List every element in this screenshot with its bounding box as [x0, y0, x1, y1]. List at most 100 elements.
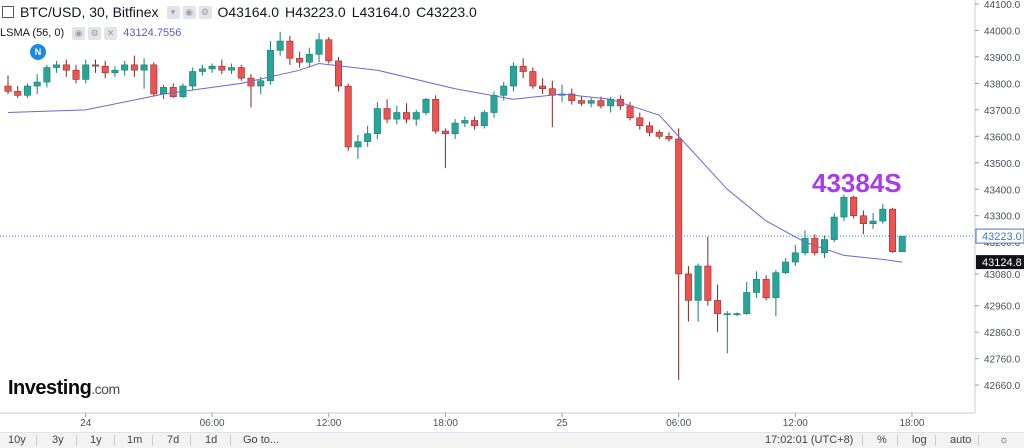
indicator-label[interactable]: LSMA (56, 0): [0, 27, 65, 39]
price-tick-label: 42660.0: [984, 381, 1021, 392]
symbol-title[interactable]: BTC/USD, 30, Bitfinex: [20, 4, 159, 20]
candle: [198, 64, 206, 76]
candle: [568, 88, 576, 105]
price-tick-label: 43080.0: [984, 270, 1021, 281]
candle: [412, 109, 420, 126]
price-axis[interactable]: 44100.0 44000.0 43900.0 43800.0 43700.0 43600…: [975, 0, 1021, 392]
candle: [655, 129, 663, 139]
eye-icon[interactable]: ◉: [72, 26, 86, 40]
candle: [344, 83, 352, 151]
candle: [276, 31, 284, 56]
close-value: C43223.0: [416, 4, 477, 20]
candle: [529, 67, 537, 89]
candle: [684, 266, 692, 322]
candle: [480, 109, 488, 129]
candle: [72, 64, 80, 84]
candle: [587, 97, 595, 108]
time-axis[interactable]: 24 06:00 12:00 18:00 25 06:00 12:00 18:00: [80, 413, 925, 429]
candle: [801, 230, 809, 256]
range-1d[interactable]: 1d: [205, 434, 218, 446]
clock-readout: 17:02:01 (UTC+8): [765, 434, 854, 446]
candle: [286, 35, 294, 65]
candle: [43, 64, 51, 88]
settings-icon[interactable]: ⚙: [88, 26, 102, 40]
candle: [519, 58, 527, 79]
candle: [432, 95, 440, 134]
candle: [752, 271, 760, 298]
candle: [820, 235, 828, 259]
chevron-down-icon[interactable]: ▾: [166, 5, 180, 19]
settings-gear-icon[interactable]: ☼: [999, 434, 1010, 446]
settings-icon[interactable]: ⚙: [198, 5, 212, 19]
candle: [228, 63, 236, 75]
range-3y[interactable]: 3y: [52, 434, 64, 446]
range-10y[interactable]: 10y: [8, 434, 26, 446]
indicator-value: 43124.7556: [123, 27, 182, 39]
price-tick-label: 43700.0: [984, 106, 1021, 117]
candle: [850, 195, 858, 219]
high-value: H43223.0: [285, 4, 346, 20]
time-tick-label: 18:00: [433, 418, 458, 429]
menu-icon[interactable]: [2, 6, 14, 18]
candle: [743, 281, 751, 315]
percent-toggle[interactable]: %: [877, 434, 887, 446]
candle: [762, 275, 770, 301]
candle: [723, 311, 731, 354]
price-tick-label: 42860.0: [984, 328, 1021, 339]
candle: [23, 83, 31, 98]
candle: [451, 119, 459, 139]
candle: [140, 58, 148, 89]
candle: [675, 128, 683, 380]
candle: [373, 101, 381, 139]
candle: [665, 132, 673, 142]
candle: [33, 74, 41, 94]
candle: [393, 105, 401, 125]
close-icon[interactable]: ✕: [104, 26, 118, 40]
candle: [325, 37, 333, 64]
goto-button[interactable]: Go to...: [243, 434, 280, 446]
candle: [266, 41, 274, 85]
eye-icon[interactable]: ◉: [182, 5, 196, 19]
price-tick-label: 43200.0: [984, 238, 1021, 249]
candle: [733, 312, 741, 317]
candle: [4, 75, 12, 94]
candle: [354, 135, 362, 159]
candle: [237, 64, 245, 81]
log-toggle[interactable]: log: [912, 434, 927, 446]
candle: [830, 213, 838, 243]
candle: [257, 76, 265, 94]
candle: [383, 99, 391, 124]
time-tick-label: 06:00: [666, 418, 691, 429]
candle: [62, 59, 70, 77]
candle: [403, 103, 411, 124]
candle: [111, 66, 119, 77]
svg-text:43223.0: 43223.0: [982, 231, 1022, 243]
candle: [218, 59, 226, 75]
range-1m[interactable]: 1m: [127, 434, 143, 446]
svg-text:43124.8: 43124.8: [982, 257, 1022, 269]
candle: [130, 55, 138, 77]
news-icon[interactable]: N: [30, 44, 46, 60]
candle: [889, 207, 897, 253]
indicator-buttons: ◉ ⚙ ✕: [72, 26, 118, 40]
plot-background: [0, 0, 975, 413]
price-tick-label: 42760.0: [984, 355, 1021, 366]
candle: [53, 60, 61, 73]
price-tick-label: 43600.0: [984, 132, 1021, 143]
candle: [859, 210, 867, 235]
logo-main: Investing: [8, 377, 92, 399]
range-1y[interactable]: 1y: [90, 434, 102, 446]
candle: [879, 203, 887, 224]
candle: [208, 63, 216, 73]
candle: [364, 125, 372, 147]
price-tick-label: 42960.0: [984, 302, 1021, 313]
range-7d[interactable]: 7d: [167, 434, 180, 446]
candle: [898, 235, 906, 253]
auto-toggle[interactable]: auto: [950, 434, 972, 446]
candle: [334, 56, 342, 92]
price-annotation: 43384S: [812, 168, 902, 198]
candle: [305, 47, 313, 68]
time-tick-label: 25: [556, 418, 568, 429]
candle: [82, 59, 90, 84]
